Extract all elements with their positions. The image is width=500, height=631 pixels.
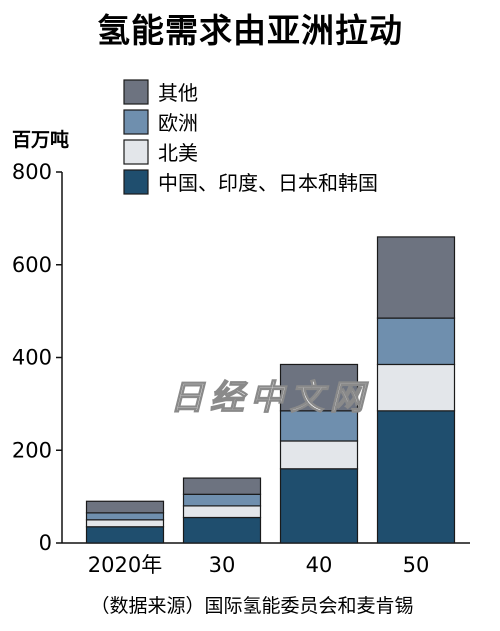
y-tick-label: 0 [39, 531, 52, 555]
bar-segment [279, 440, 359, 470]
y-tick-labels: 0 200 400 600 800 [12, 160, 62, 555]
bar-segment [376, 317, 456, 366]
y-tick-label: 400 [12, 346, 52, 370]
legend-swatch [123, 79, 149, 105]
bar-segment [279, 468, 359, 544]
bar-segment [182, 493, 262, 507]
legend-swatch [123, 169, 149, 195]
chart-title: 氢能需求由亚洲拉动 [97, 11, 403, 50]
bar-segment [376, 363, 456, 412]
legend-swatch [123, 109, 149, 135]
x-tick-label: 50 [403, 553, 430, 577]
legend-swatch [123, 139, 149, 165]
y-axis-unit: 百万吨 [12, 128, 69, 151]
legend-label: 中国、印度、日本和韩国 [158, 171, 378, 195]
bar-segment [279, 410, 359, 442]
bar-segment [85, 500, 165, 514]
x-tick-label: 40 [306, 553, 333, 577]
y-tick-label: 600 [12, 253, 52, 277]
bar-segment [85, 512, 165, 521]
source-note: （数据来源）国际氢能委员会和麦肯锡 [90, 595, 413, 617]
legend-label: 其他 [158, 81, 198, 105]
x-tick-label: 2020年 [88, 553, 162, 577]
y-tick-label: 800 [12, 160, 52, 184]
y-tick-label: 200 [12, 438, 52, 462]
bar-segment [182, 477, 262, 495]
bar-segment [376, 410, 456, 544]
bar-segment [182, 516, 262, 544]
x-tick-labels: 2020年 30 40 50 [88, 553, 430, 577]
watermark: 日经中文网 [170, 378, 370, 418]
bar-segment [376, 236, 456, 319]
bar-segment [85, 519, 165, 528]
legend-label: 北美 [158, 141, 198, 165]
legend-label: 欧洲 [158, 111, 198, 135]
bars [85, 236, 456, 544]
bar-segment [279, 363, 359, 412]
bar-segment [85, 526, 165, 544]
x-tick-label: 30 [209, 553, 236, 577]
bar-segment [182, 505, 262, 519]
